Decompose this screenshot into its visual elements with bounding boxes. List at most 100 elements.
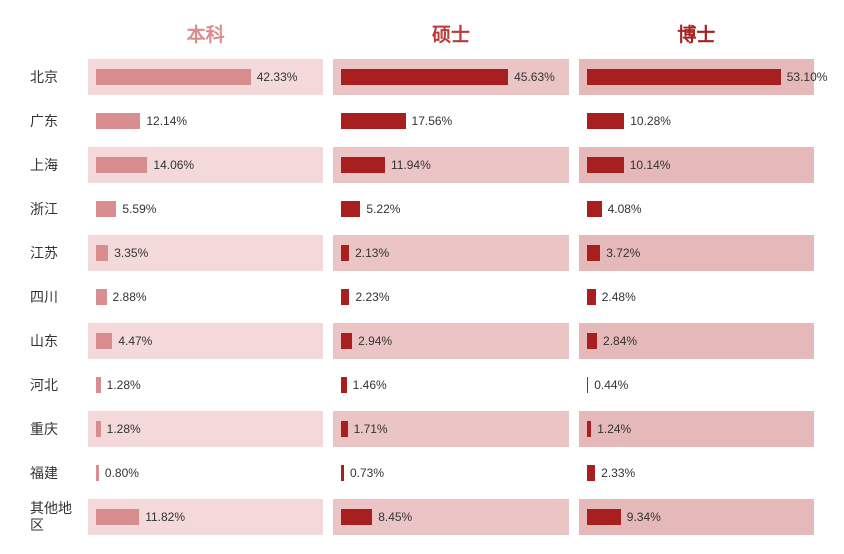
bar-value: 0.80%: [105, 466, 139, 480]
bar: [587, 421, 592, 437]
bar-value: 10.28%: [630, 114, 671, 128]
bar-cell: 4.47%: [88, 323, 323, 359]
row-label: 北京: [30, 59, 78, 95]
bar-cell: 17.56%: [333, 103, 568, 139]
bar-cell: 0.80%: [88, 455, 323, 491]
bar-cell: 2.23%: [333, 279, 568, 315]
bar-cell: 45.63%: [333, 59, 568, 95]
bar: [341, 509, 372, 525]
bar-cell: 0.73%: [333, 455, 568, 491]
bar: [96, 69, 251, 85]
bar-cell: 5.22%: [333, 191, 568, 227]
bar-value: 1.28%: [107, 378, 141, 392]
bar: [587, 377, 589, 393]
bar-cell: 0.44%: [579, 367, 814, 403]
bar-value: 2.23%: [355, 290, 389, 304]
bar: [341, 113, 405, 129]
bar-value: 4.47%: [118, 334, 152, 348]
bar: [587, 289, 596, 305]
bar: [341, 245, 349, 261]
bar: [587, 113, 625, 129]
row-label: 山东: [30, 323, 78, 359]
bar-value: 2.84%: [603, 334, 637, 348]
bar-value: 2.88%: [113, 290, 147, 304]
bar-value: 3.35%: [114, 246, 148, 260]
bar-value: 1.46%: [353, 378, 387, 392]
bar: [341, 377, 346, 393]
bar-cell: 11.94%: [333, 147, 568, 183]
row-label: 浙江: [30, 191, 78, 227]
bar-value: 12.14%: [146, 114, 187, 128]
bar: [587, 201, 602, 217]
row-label: 江苏: [30, 235, 78, 271]
bar: [587, 509, 621, 525]
bar: [96, 333, 112, 349]
bar-cell: 4.08%: [579, 191, 814, 227]
bar-value: 5.59%: [122, 202, 156, 216]
bar-value: 0.44%: [594, 378, 628, 392]
bar-cell: 11.82%: [88, 499, 323, 535]
bar: [341, 201, 360, 217]
bar-value: 1.71%: [354, 422, 388, 436]
bar-value: 3.72%: [606, 246, 640, 260]
bar-value: 4.08%: [608, 202, 642, 216]
bar: [341, 289, 349, 305]
bar: [96, 289, 107, 305]
bar-cell: 3.35%: [88, 235, 323, 271]
bar-cell: 2.48%: [579, 279, 814, 315]
bar: [341, 333, 352, 349]
bar-value: 17.56%: [412, 114, 453, 128]
bar: [587, 69, 781, 85]
bar: [96, 509, 139, 525]
bar: [341, 421, 347, 437]
bar: [341, 157, 385, 173]
bar-cell: 1.24%: [579, 411, 814, 447]
row-label: 上海: [30, 147, 78, 183]
bar-cell: 53.10%: [579, 59, 814, 95]
bar-value: 0.73%: [350, 466, 384, 480]
bar-value: 11.82%: [145, 510, 185, 524]
row-label: 广东: [30, 103, 78, 139]
row-label: 四川: [30, 279, 78, 315]
column-header: 博士: [579, 20, 814, 59]
bar-value: 1.28%: [107, 422, 141, 436]
bar: [96, 421, 101, 437]
bar-cell: 2.94%: [333, 323, 568, 359]
bar-cell: 14.06%: [88, 147, 323, 183]
bar: [96, 157, 147, 173]
bar: [587, 245, 601, 261]
row-label: 河北: [30, 367, 78, 403]
bar-cell: 10.14%: [579, 147, 814, 183]
bar-cell: 12.14%: [88, 103, 323, 139]
bar: [96, 113, 140, 129]
column-header: 本科: [88, 20, 323, 59]
bar-value: 1.24%: [597, 422, 631, 436]
degree-region-chart: 本科硕士博士北京42.33%45.63%53.10%广东12.14%17.56%…: [30, 20, 814, 543]
bar-cell: 3.72%: [579, 235, 814, 271]
bar-value: 42.33%: [257, 70, 298, 84]
bar: [341, 465, 344, 481]
bar-cell: 1.71%: [333, 411, 568, 447]
bar: [96, 201, 116, 217]
bar-cell: 1.28%: [88, 367, 323, 403]
bar-cell: 5.59%: [88, 191, 323, 227]
bar-cell: 1.46%: [333, 367, 568, 403]
bar-cell: 2.88%: [88, 279, 323, 315]
bar-value: 8.45%: [378, 510, 412, 524]
bar-value: 11.94%: [391, 158, 431, 172]
row-label: 重庆: [30, 411, 78, 447]
bar-value: 5.22%: [366, 202, 400, 216]
row-label: 福建: [30, 455, 78, 491]
bar-value: 2.48%: [602, 290, 636, 304]
bar-cell: 42.33%: [88, 59, 323, 95]
bar-cell: 9.34%: [579, 499, 814, 535]
bar-cell: 1.28%: [88, 411, 323, 447]
bar-cell: 2.33%: [579, 455, 814, 491]
bar: [96, 465, 99, 481]
bar-value: 2.13%: [355, 246, 389, 260]
bar-cell: 2.84%: [579, 323, 814, 359]
bar: [96, 377, 101, 393]
bar-cell: 8.45%: [333, 499, 568, 535]
bar: [587, 465, 596, 481]
bar-value: 53.10%: [787, 70, 828, 84]
